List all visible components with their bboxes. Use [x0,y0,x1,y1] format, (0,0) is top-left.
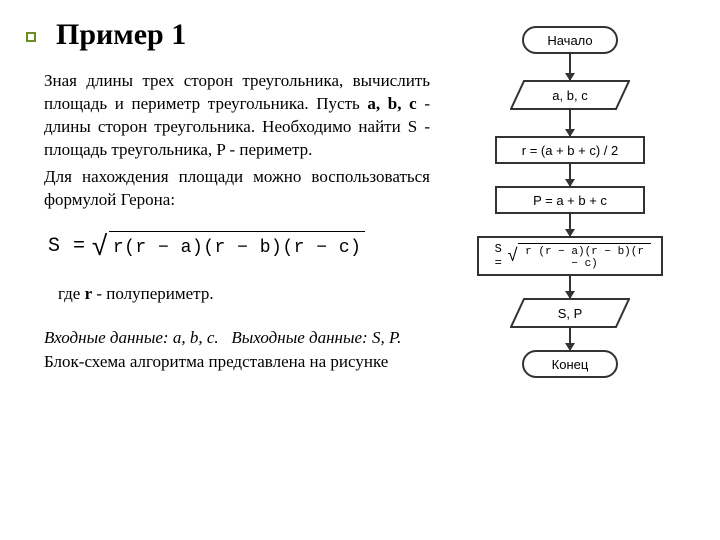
problem-statement-2: Для нахождения площади можно воспользова… [44,166,430,212]
input-data: Входные данные: a, b, c. [44,328,219,347]
page-title: Пример 1 [56,18,430,52]
flowchart-step-2: P = a + b + c [495,186,645,214]
flowchart-input: a, b, c [510,80,630,110]
slide-bullet [26,32,36,42]
note-post: - полупериметр. [92,284,213,303]
flowchart-column: Начало a, b, c r = (a + b + c) / 2 P = a… [430,0,710,540]
heron-formula: S = √ r(r − a)(r − b)(r − c) [48,230,430,264]
flowchart-step-1: r = (a + b + c) / 2 [495,136,645,164]
io-data-line: Входные данные: a, b, c. Выходные данные… [44,328,430,348]
radical-icon: √ [507,248,518,266]
flowchart: Начало a, b, c r = (a + b + c) / 2 P = a… [477,26,663,378]
arrow-icon [569,54,571,80]
left-column: Пример 1 Зная длины трех сторон треуголь… [0,0,430,540]
page: Пример 1 Зная длины трех сторон треуголь… [0,0,720,540]
formula-root: r(r − a)(r − b)(r − c) [109,231,366,262]
flowchart-step-3: S = √ r (r − a)(r − b)(r − c) [477,236,663,276]
arrow-icon [569,110,571,136]
radical-icon: √ r(r − a)(r − b)(r − c) [92,230,366,264]
flowchart-input-text: a, b, c [510,80,630,110]
problem-statement-1: Зная длины трех сторон треугольника, выч… [44,70,430,162]
arrow-icon [569,328,571,350]
fc-formula-root: r (r − a)(r − b)(r − c) [518,243,651,270]
flowchart-start: Начало [522,26,618,54]
flowchart-output-text: S, P [510,298,630,328]
note-pre: где [58,284,85,303]
flowchart-output: S, P [510,298,630,328]
fc-formula-lhs: S = [489,242,507,270]
caption: Блок-схема алгоритма представлена на рис… [44,352,430,372]
p1b-vars: a, b, c [367,94,416,113]
p1b-pre: Пусть [316,94,367,113]
arrow-icon [569,214,571,236]
semiperimeter-note: где r - полупериметр. [58,284,430,304]
arrow-icon [569,164,571,186]
note-var: r [85,284,93,303]
formula-lhs: S = [48,235,86,258]
arrow-icon [569,276,571,298]
flowchart-end: Конец [522,350,618,378]
output-data: Выходные данные: S, P. [231,328,401,347]
